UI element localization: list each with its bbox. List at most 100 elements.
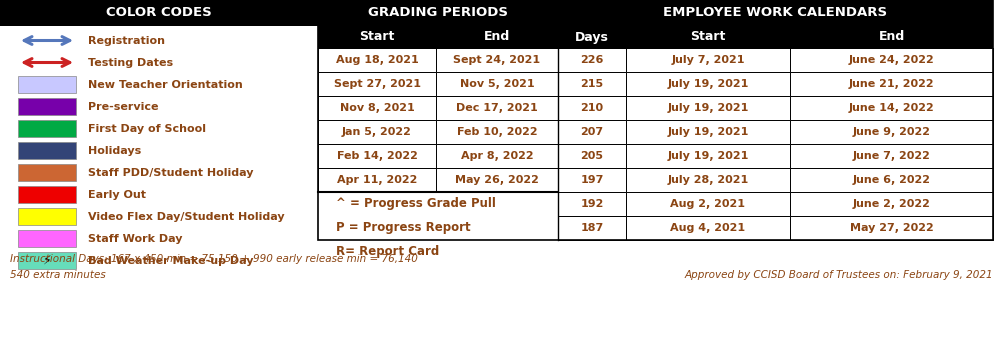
- Text: Jan 5, 2022: Jan 5, 2022: [342, 127, 412, 137]
- Text: Early Out: Early Out: [88, 189, 146, 200]
- Text: July 7, 2021: July 7, 2021: [671, 55, 745, 65]
- Text: 205: 205: [581, 151, 604, 161]
- Text: Aug 4, 2021: Aug 4, 2021: [670, 223, 746, 233]
- Bar: [318, 96, 436, 120]
- Bar: [558, 192, 626, 216]
- Text: 187: 187: [581, 223, 604, 233]
- Text: Video Flex Day/Student Holiday: Video Flex Day/Student Holiday: [88, 212, 285, 221]
- Bar: [790, 216, 993, 240]
- Text: Bad Weather Make-up Day: Bad Weather Make-up Day: [88, 256, 254, 265]
- Bar: [558, 72, 626, 96]
- Text: GRADING PERIODS: GRADING PERIODS: [368, 6, 508, 19]
- Text: June 14, 2022: June 14, 2022: [849, 103, 934, 113]
- Bar: [18, 208, 76, 225]
- Bar: [18, 98, 76, 115]
- Text: P = Progress Report: P = Progress Report: [336, 221, 471, 234]
- Text: 215: 215: [581, 79, 604, 89]
- Text: May 27, 2022: May 27, 2022: [850, 223, 933, 233]
- Text: July 19, 2021: July 19, 2021: [667, 127, 749, 137]
- Bar: [558, 26, 993, 48]
- Text: First Day of School: First Day of School: [88, 124, 206, 133]
- Text: June 21, 2022: June 21, 2022: [849, 79, 934, 89]
- Bar: [790, 144, 993, 168]
- Text: New Teacher Orientation: New Teacher Orientation: [88, 80, 243, 89]
- Text: Apr 11, 2022: Apr 11, 2022: [337, 175, 417, 185]
- Bar: [318, 48, 436, 72]
- Bar: [790, 192, 993, 216]
- Text: Holidays: Holidays: [88, 145, 141, 156]
- Bar: [0, 0, 318, 26]
- Text: Sept 27, 2021: Sept 27, 2021: [334, 79, 420, 89]
- Bar: [318, 144, 436, 168]
- Text: Nov 5, 2021: Nov 5, 2021: [460, 79, 534, 89]
- Text: EMPLOYEE WORK CALENDARS: EMPLOYEE WORK CALENDARS: [663, 6, 887, 19]
- Bar: [18, 252, 76, 269]
- Text: 540 extra minutes: 540 extra minutes: [10, 270, 106, 280]
- Text: ⚡: ⚡: [43, 254, 52, 267]
- Text: Testing Dates: Testing Dates: [88, 57, 173, 68]
- Text: May 26, 2022: May 26, 2022: [455, 175, 539, 185]
- Bar: [558, 0, 993, 26]
- Bar: [626, 72, 790, 96]
- Bar: [18, 142, 76, 159]
- Text: R= Report Card: R= Report Card: [336, 245, 439, 258]
- Bar: [318, 0, 993, 240]
- Bar: [18, 76, 76, 93]
- Bar: [436, 168, 558, 192]
- Text: June 2, 2022: June 2, 2022: [853, 199, 930, 209]
- Text: End: End: [484, 31, 510, 44]
- Text: July 28, 2021: July 28, 2021: [667, 175, 749, 185]
- Bar: [626, 48, 790, 72]
- Bar: [626, 192, 790, 216]
- Text: 226: 226: [581, 55, 604, 65]
- Bar: [558, 96, 626, 120]
- Bar: [18, 186, 76, 203]
- Text: Approved by CCISD Board of Trustees on: February 9, 2021: Approved by CCISD Board of Trustees on: …: [684, 270, 993, 280]
- Text: June 9, 2022: June 9, 2022: [853, 127, 930, 137]
- Bar: [18, 120, 76, 137]
- Bar: [626, 168, 790, 192]
- Bar: [790, 48, 993, 72]
- Text: COLOR CODES: COLOR CODES: [107, 6, 212, 19]
- Bar: [436, 120, 558, 144]
- Bar: [436, 144, 558, 168]
- Bar: [790, 72, 993, 96]
- Bar: [318, 72, 436, 96]
- Text: Nov 8, 2021: Nov 8, 2021: [340, 103, 414, 113]
- Text: Registration: Registration: [88, 36, 165, 45]
- Text: 207: 207: [581, 127, 604, 137]
- Text: Sept 24, 2021: Sept 24, 2021: [453, 55, 541, 65]
- Bar: [790, 168, 993, 192]
- Text: June 6, 2022: June 6, 2022: [853, 175, 930, 185]
- Text: June 24, 2022: June 24, 2022: [849, 55, 934, 65]
- Text: Start: Start: [690, 31, 726, 44]
- Bar: [318, 120, 436, 144]
- Text: Days: Days: [575, 31, 609, 44]
- Text: End: End: [878, 31, 904, 44]
- Bar: [626, 120, 790, 144]
- Bar: [318, 26, 558, 48]
- Text: 210: 210: [581, 103, 604, 113]
- Bar: [18, 230, 76, 247]
- Text: 197: 197: [581, 175, 604, 185]
- Bar: [790, 96, 993, 120]
- Text: July 19, 2021: July 19, 2021: [667, 79, 749, 89]
- Text: Instructional Days: 167 x 450 min = 75,150 + 990 early release min = 76,140: Instructional Days: 167 x 450 min = 75,1…: [10, 254, 418, 264]
- Text: July 19, 2021: July 19, 2021: [667, 103, 749, 113]
- Bar: [558, 144, 626, 168]
- Bar: [790, 120, 993, 144]
- Text: Aug 18, 2021: Aug 18, 2021: [336, 55, 418, 65]
- Bar: [18, 164, 76, 181]
- Text: 192: 192: [581, 199, 604, 209]
- Bar: [318, 168, 436, 192]
- Bar: [318, 0, 558, 26]
- Text: July 19, 2021: July 19, 2021: [667, 151, 749, 161]
- Text: Aug 2, 2021: Aug 2, 2021: [670, 199, 745, 209]
- Text: Start: Start: [360, 31, 394, 44]
- Bar: [558, 48, 626, 72]
- Text: Apr 8, 2022: Apr 8, 2022: [461, 151, 533, 161]
- Text: Feb 14, 2022: Feb 14, 2022: [337, 151, 417, 161]
- Bar: [436, 48, 558, 72]
- Text: June 7, 2022: June 7, 2022: [853, 151, 930, 161]
- Text: Staff Work Day: Staff Work Day: [88, 233, 182, 244]
